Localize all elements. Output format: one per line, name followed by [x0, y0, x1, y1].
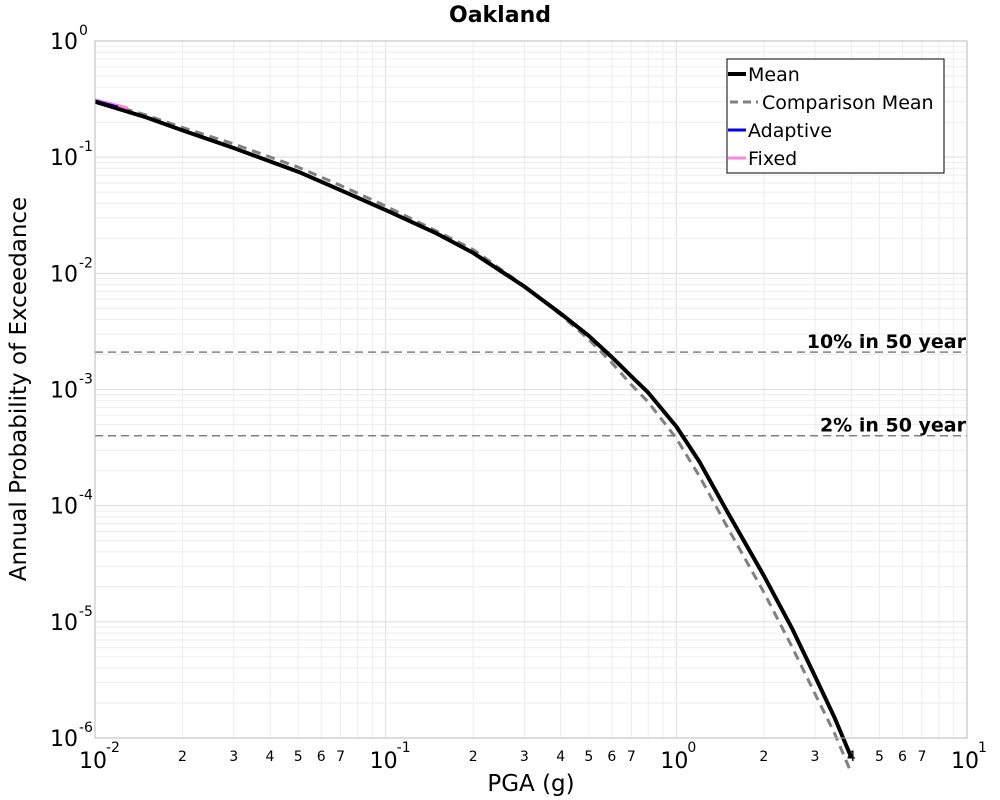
- legend-label-fixed: Fixed: [748, 148, 797, 170]
- plot-area: [94, 40, 968, 739]
- x-minor-tick-label: 3: [229, 749, 238, 765]
- x-minor-tick-label: 5: [294, 749, 303, 765]
- svg-text:10: 10: [50, 262, 78, 287]
- x-tick-label: 10-1: [370, 740, 411, 774]
- x-minor-tick-label: 6: [317, 749, 326, 765]
- y-tick-label: 10 -4: [50, 488, 93, 520]
- y-tick-label: 10 -5: [50, 604, 93, 636]
- svg-text:0: 0: [687, 740, 696, 756]
- x-minor-tick-label: 2: [759, 749, 768, 765]
- y-tick-label: 10 -2: [50, 255, 93, 287]
- legend: Mean Comparison Mean Adaptive Fixed: [726, 58, 945, 174]
- legend-box: [726, 58, 945, 174]
- y-tick-label: 10 -6: [50, 720, 93, 752]
- x-minor-tick-label: 3: [520, 749, 529, 765]
- reference-line-label: 10% in 50 year: [807, 331, 967, 353]
- svg-text:-3: -3: [79, 372, 93, 388]
- x-minor-tick-label: 7: [627, 749, 636, 765]
- x-minor-tick-label: 2: [178, 749, 187, 765]
- x-axis-label: PGA (g): [487, 771, 574, 797]
- series-line-mean: [94, 99, 854, 759]
- reference-lines: 10% in 50 year 2% in 50 year: [95, 331, 967, 437]
- x-minor-tick-label: 7: [336, 749, 345, 765]
- svg-text:-2: -2: [106, 740, 120, 756]
- svg-text:10: 10: [660, 749, 688, 774]
- x-minor-tick-label: 4: [556, 749, 565, 765]
- legend-label-adaptive: Adaptive: [748, 120, 832, 142]
- svg-text:10: 10: [50, 611, 78, 636]
- x-minor-tick-label: 4: [847, 749, 856, 765]
- svg-text:-1: -1: [79, 139, 93, 155]
- legend-label-comparison-mean: Comparison Mean: [762, 92, 934, 114]
- x-minor-tick-label: 6: [607, 749, 616, 765]
- x-minor-tick-label: 3: [811, 749, 820, 765]
- svg-text:10: 10: [50, 379, 78, 404]
- svg-text:10: 10: [50, 727, 78, 752]
- y-tick-label: 10 -3: [50, 372, 93, 404]
- svg-text:10: 10: [50, 495, 78, 520]
- svg-text:-5: -5: [79, 604, 93, 620]
- x-minor-tick-label: 2: [469, 749, 478, 765]
- svg-text:-1: -1: [397, 740, 411, 756]
- svg-text:10: 10: [951, 749, 979, 774]
- svg-text:1: 1: [978, 740, 987, 756]
- y-tick-label: 10 -1: [50, 139, 93, 171]
- svg-text:-2: -2: [79, 255, 93, 271]
- legend-label-mean: Mean: [748, 64, 800, 86]
- chart-title: Oakland: [449, 3, 551, 28]
- svg-text:0: 0: [79, 23, 88, 39]
- x-minor-tick-label: 4: [266, 749, 275, 765]
- svg-text:10: 10: [370, 749, 398, 774]
- x-tick-label: 100: [660, 740, 696, 774]
- x-minor-tick-label: 7: [918, 749, 927, 765]
- svg-text:-6: -6: [79, 720, 93, 736]
- svg-text:10: 10: [79, 749, 107, 774]
- x-minor-tick-label: 5: [875, 749, 884, 765]
- x-minor-tick-label: 6: [898, 749, 907, 765]
- grid: [94, 41, 967, 739]
- series-lines: [94, 98, 854, 774]
- svg-text:10: 10: [50, 146, 78, 171]
- svg-text:10: 10: [50, 30, 78, 55]
- y-axis-label: Annual Probability of Exceedance: [6, 197, 32, 581]
- x-tick-label: 10-2: [79, 740, 120, 774]
- y-tick-label: 10 0: [50, 23, 88, 55]
- svg-text:-4: -4: [79, 488, 93, 504]
- reference-line-label: 2% in 50 year: [820, 415, 967, 437]
- x-tick-label: 101: [951, 740, 987, 774]
- x-minor-tick-label: 5: [584, 749, 593, 765]
